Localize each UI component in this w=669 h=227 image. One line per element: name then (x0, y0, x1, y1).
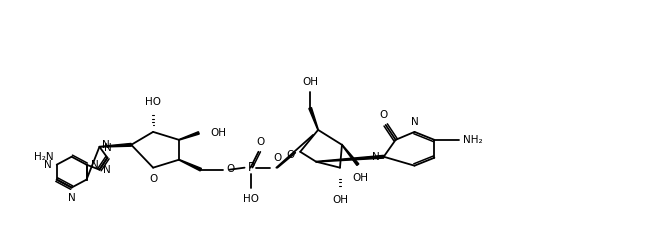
Text: N: N (372, 152, 380, 162)
Text: O: O (379, 110, 388, 120)
Text: NH₂: NH₂ (463, 135, 483, 145)
Text: N: N (411, 117, 418, 127)
Text: OH: OH (332, 195, 348, 205)
Text: HO: HO (145, 97, 161, 107)
Polygon shape (309, 108, 318, 130)
Polygon shape (179, 132, 199, 140)
Text: N: N (104, 143, 111, 153)
Text: O: O (256, 137, 264, 147)
Text: N: N (68, 192, 76, 202)
Text: O: O (227, 164, 235, 174)
Text: N: N (102, 140, 110, 150)
Text: H₂N: H₂N (34, 152, 54, 162)
Text: OH: OH (302, 77, 318, 87)
Text: O: O (274, 153, 282, 163)
Text: O: O (149, 174, 157, 184)
Text: N: N (92, 160, 99, 170)
Polygon shape (100, 143, 131, 147)
Text: N: N (44, 160, 52, 170)
Polygon shape (342, 145, 359, 165)
Text: OH: OH (353, 173, 369, 183)
Text: O: O (286, 150, 294, 160)
Polygon shape (316, 155, 384, 162)
Text: N: N (104, 165, 111, 175)
Text: HO: HO (243, 193, 258, 204)
Text: OH: OH (211, 128, 227, 138)
Text: P: P (248, 161, 255, 174)
Polygon shape (179, 159, 201, 171)
